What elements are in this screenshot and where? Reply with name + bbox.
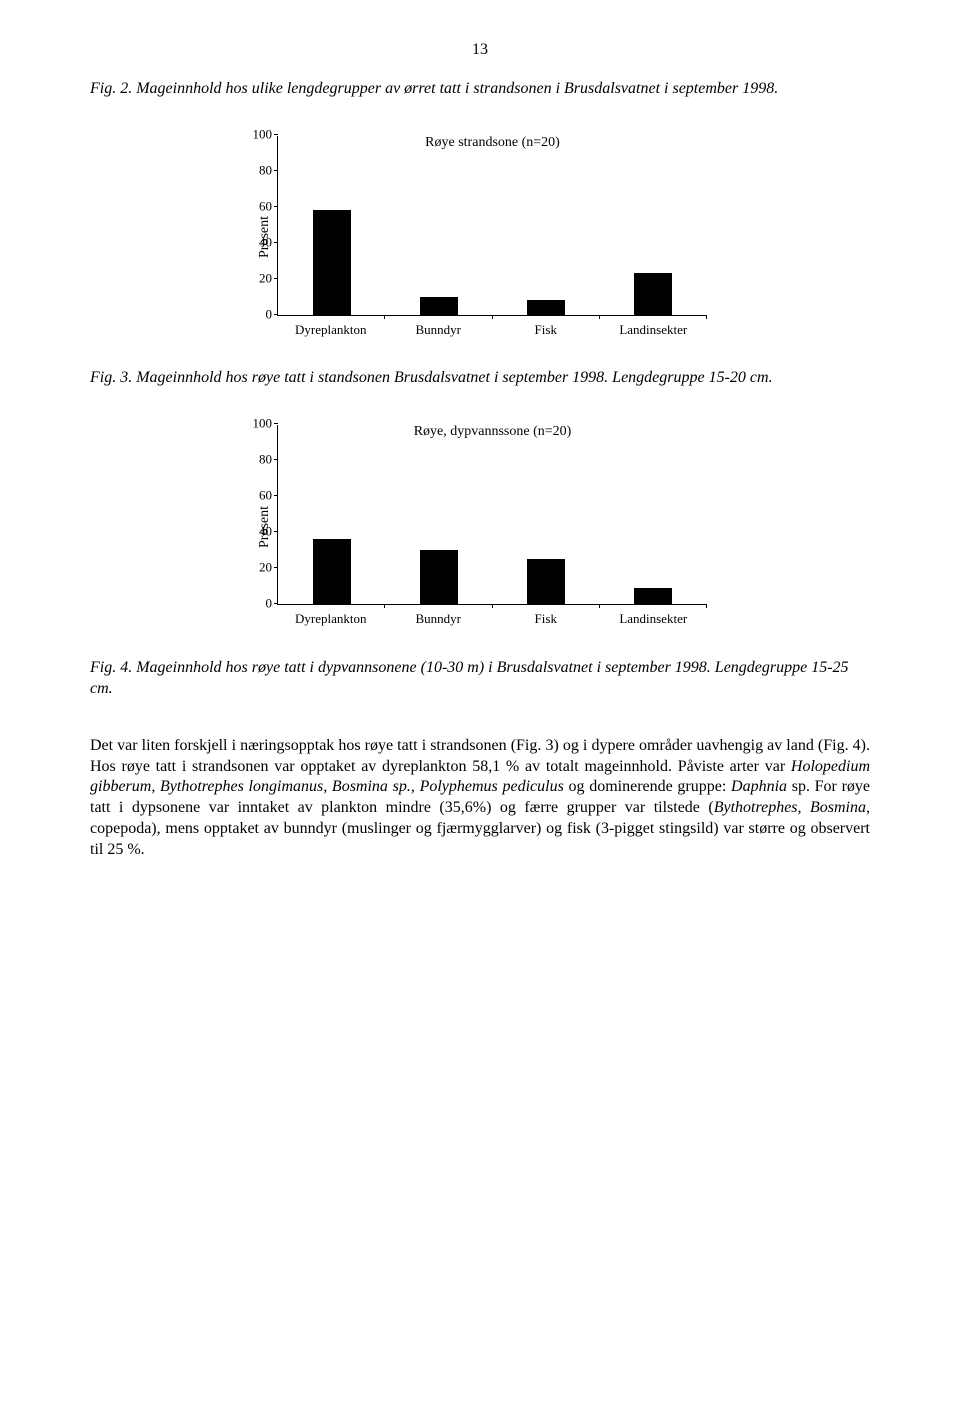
bar [420, 297, 458, 315]
figure-3-caption: Fig. 3. Mageinnhold hos røye tatt i stan… [90, 368, 870, 389]
x-axis-label: Dyreplankton [277, 605, 385, 628]
x-tick-mark [492, 604, 493, 608]
y-tick-label: 0 [266, 306, 279, 323]
y-tick-mark [274, 459, 278, 460]
bar-slot [278, 425, 385, 604]
bar-slot [600, 425, 707, 604]
x-axis-label: Landinsekter [600, 605, 708, 628]
x-axis-label: Dyreplankton [277, 316, 385, 339]
x-axis-label: Fisk [492, 605, 600, 628]
x-tick-mark [384, 604, 385, 608]
x-tick-mark [599, 604, 600, 608]
x-tick-mark [599, 315, 600, 319]
y-tick-mark [274, 206, 278, 207]
y-tick-label: 60 [259, 488, 278, 505]
body-italic-3: Bythotrephes, Bosmina [714, 799, 866, 816]
body-italic-2: Daphnia [731, 778, 787, 795]
bar [313, 539, 351, 604]
bar-slot [385, 136, 492, 315]
body-seg-1: Det var liten forskjell i næringsopptak … [90, 737, 870, 775]
x-tick-mark [706, 604, 707, 608]
bar-slot [493, 425, 600, 604]
x-tick-mark [706, 315, 707, 319]
x-tick-mark [384, 315, 385, 319]
y-tick-mark [274, 567, 278, 568]
y-tick-mark [274, 314, 278, 315]
bar [527, 559, 565, 604]
x-axis-label: Fisk [492, 316, 600, 339]
y-tick-mark [274, 170, 278, 171]
body-seg-2: og dominerende gruppe: [564, 778, 731, 795]
bar [527, 300, 565, 314]
bar-slot [278, 136, 385, 315]
figure-4-caption: Fig. 4. Mageinnhold hos røye tatt i dypv… [90, 658, 870, 700]
chart-2: Prosent Røye, dypvannssone (n=20) 020406… [90, 425, 870, 628]
chart-1-plot: Røye strandsone (n=20) 020406080100 [277, 136, 707, 316]
bar-slot [600, 136, 707, 315]
y-tick-mark [274, 603, 278, 604]
bar [420, 550, 458, 604]
y-tick-label: 60 [259, 198, 278, 215]
y-tick-label: 20 [259, 560, 278, 577]
y-tick-mark [274, 423, 278, 424]
y-tick-mark [274, 278, 278, 279]
page-number: 13 [90, 40, 870, 61]
y-tick-mark [274, 495, 278, 496]
chart-2-plot: Røye, dypvannssone (n=20) 020406080100 [277, 425, 707, 605]
bar-slot [385, 425, 492, 604]
y-tick-label: 40 [259, 234, 278, 251]
x-axis-label: Bunndyr [385, 316, 493, 339]
y-tick-mark [274, 134, 278, 135]
y-tick-label: 80 [259, 162, 278, 179]
x-axis-label: Landinsekter [600, 316, 708, 339]
y-tick-label: 20 [259, 270, 278, 287]
y-tick-label: 80 [259, 452, 278, 469]
figure-2-caption: Fig. 2. Mageinnhold hos ulike lengdegrup… [90, 79, 870, 100]
bar [313, 210, 351, 314]
bar [634, 273, 672, 314]
y-tick-label: 100 [253, 126, 279, 143]
x-axis-label: Bunndyr [385, 605, 493, 628]
chart-1: Prosent Røye strandsone (n=20) 020406080… [90, 136, 870, 339]
bar-slot [493, 136, 600, 315]
y-tick-label: 40 [259, 524, 278, 541]
bar [634, 588, 672, 604]
x-tick-mark [492, 315, 493, 319]
body-paragraph: Det var liten forskjell i næringsopptak … [90, 736, 870, 861]
y-tick-label: 0 [266, 596, 279, 613]
y-tick-mark [274, 242, 278, 243]
y-tick-mark [274, 531, 278, 532]
y-tick-label: 100 [253, 416, 279, 433]
